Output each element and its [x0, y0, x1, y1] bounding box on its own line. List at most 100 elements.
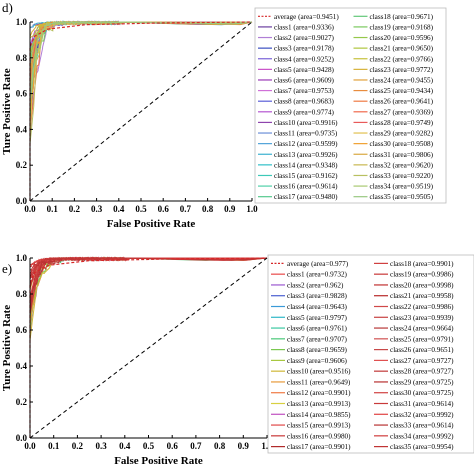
legend-label: class28 (area=0.9727) [390, 368, 454, 376]
y-tick-label: 0.6 [16, 89, 28, 99]
legend-entry-class30: class30 (area=0.9725) [374, 389, 454, 397]
legend-entry-class3: class3 (area=0.9828) [271, 292, 348, 300]
legend-entry-class19: class19 (area=0.9168) [353, 23, 434, 31]
legend-entry-class25: class25 (area=0.9791) [374, 335, 454, 343]
legend-label: class13 (area=0.9926) [274, 151, 338, 159]
x-tick-label: 0.8 [214, 441, 226, 451]
legend-label: class14 (area=0.9855) [287, 411, 351, 419]
legend-label: class27 (area=0.9727) [390, 357, 454, 365]
legend-label: class8 (area=0.9683) [274, 98, 335, 106]
legend-label: class24 (area=0.9664) [390, 325, 454, 333]
legend-entry-class29: class29 (area=0.9282) [353, 130, 434, 138]
legend-label: class5 (area=0.9797) [287, 314, 348, 322]
legend-label: class8 (area=0.9659) [287, 346, 348, 354]
legend-label: class2 (area=0.962) [287, 281, 344, 289]
legend-entry-class6: class6 (area=0.9761) [271, 325, 348, 333]
legend-entry-class8: class8 (area=0.9659) [271, 346, 348, 354]
legend-label: class31 (area=0.9806) [370, 151, 434, 159]
y-tick-label: 0.2 [16, 397, 28, 407]
legend-label: average (area=0.977) [287, 260, 349, 268]
chance-diagonal [29, 21, 253, 202]
legend-label: class18 (area=0.9671) [370, 13, 434, 21]
legend-entry-class5: class5 (area=0.9428) [258, 66, 335, 74]
legend-entry-class16: class16 (area=0.9614) [258, 183, 338, 191]
legend-label: class28 (area=0.9749) [370, 119, 434, 127]
legend-label: class27 (area=0.9369) [370, 108, 434, 116]
legend-label: class31 (area=0.9614) [390, 400, 454, 408]
legend-entry-class20: class20 (area=0.9998) [374, 281, 454, 289]
legend-entry-class10: class10 (area=0.9916) [258, 119, 338, 127]
legend-label: class34 (area=0.9519) [370, 183, 434, 191]
legend-entry-class33: class33 (area=0.9220) [353, 172, 434, 180]
legend-entry-class15: class15 (area=0.9162) [258, 172, 338, 180]
legend-entry-class26: class26 (area=0.9651) [374, 346, 454, 354]
y-tick-label: 0.8 [16, 289, 28, 299]
legend-entry-class12: class12 (area=0.9599) [258, 140, 338, 148]
legend-label: class22 (area=0.9766) [370, 55, 434, 63]
x-tick-label: 0.7 [180, 204, 192, 214]
legend-label: class30 (area=0.9508) [370, 140, 434, 148]
legend-label: class16 (area=0.9614) [274, 183, 338, 191]
y-tick-label: 1.0 [16, 17, 28, 27]
legend: average (area=0.9451) class1 (area=0.9336… [254, 7, 447, 204]
legend-label: class11 (area=0.9649) [287, 378, 351, 386]
legend-entry-class16: class16 (area=0.9980) [271, 432, 351, 440]
legend-label: class18 (area=0.9901) [390, 260, 454, 268]
roc-curves [29, 256, 268, 438]
x-tick-label: 1.0 [246, 204, 258, 214]
legend-entry-class35: class35 (area=0.9954) [374, 443, 454, 451]
legend-entry-class32: class32 (area=0.9620) [353, 161, 434, 169]
legend-entry-class26: class26 (area=0.9641) [353, 98, 434, 106]
legend-entry-class35: class35 (area=0.9505) [353, 193, 434, 201]
legend-label: class19 (area=0.9986) [390, 271, 454, 279]
roc-panel-e: e) 0.0 0.1 0.2 0.3 0.4 0.5 0.6 0.7 0.8 0.9 1.0 0.0 0.… [1, 253, 474, 467]
legend-label: class32 (area=0.9620) [370, 161, 434, 169]
x-tick-label: 0.3 [95, 441, 107, 451]
panel-label: d) [2, 0, 13, 15]
legend-entry-class17: class17 (area=0.9480) [258, 193, 338, 201]
legend-entry-class31: class31 (area=0.9614) [374, 400, 454, 408]
legend-label: class17 (area=0.9480) [274, 193, 338, 201]
legend-entry-class4: class4 (area=0.9643) [271, 303, 348, 311]
legend-label: class24 (area=0.9455) [370, 76, 434, 84]
legend-label: class17 (area=0.9901) [287, 443, 351, 451]
y-tick-label: 0.4 [16, 124, 28, 134]
legend-label: class35 (area=0.9505) [370, 193, 434, 201]
x-tick-label: 1.0 [261, 441, 273, 451]
legend-entry-class23: class23 (area=0.9772) [353, 66, 434, 74]
legend-label: class16 (area=0.9980) [287, 432, 351, 440]
legend-label: class11 (area=0.9735) [274, 130, 338, 138]
x-axis-title: False Positive Rate [114, 455, 203, 467]
legend-label: class21 (area=0.9958) [390, 292, 454, 300]
legend-entry-class5: class5 (area=0.9797) [271, 314, 348, 322]
x-tick-label: 0.1 [48, 441, 60, 451]
y-tick-label: 0.4 [16, 361, 28, 371]
legend-entry-class8: class8 (area=0.9683) [258, 98, 335, 106]
chance-diagonal [29, 257, 268, 439]
legend-label: class3 (area=0.9178) [274, 45, 335, 53]
x-tick-label: 0.2 [69, 204, 81, 214]
legend-entry-class34: class34 (area=0.9519) [353, 183, 434, 191]
legend-label: class35 (area=0.9954) [390, 443, 454, 451]
legend-label: class7 (area=0.9753) [274, 87, 335, 95]
y-tick-label: 1.0 [16, 253, 28, 263]
legend-label: class20 (area=0.9998) [390, 281, 454, 289]
x-tick-label: 0.8 [202, 204, 214, 214]
legend-label: class3 (area=0.9828) [287, 292, 348, 300]
legend-label: class33 (area=0.9220) [370, 172, 434, 180]
legend-entry-class1: class1 (area=0.9732) [271, 271, 348, 279]
y-tick-label: 0.6 [16, 325, 28, 335]
legend-box [267, 254, 474, 454]
legend-label: class34 (area=0.9992) [390, 432, 454, 440]
legend-entry-average: average (area=0.977) [271, 260, 349, 268]
legend-label: class21 (area=0.9650) [370, 45, 434, 53]
legend-entry-class7: class7 (area=0.9707) [271, 335, 348, 343]
legend-entry-class4: class4 (area=0.9252) [258, 55, 335, 63]
legend-label: class22 (area=0.9986) [390, 303, 454, 311]
legend-label: class32 (area=0.9992) [390, 411, 454, 419]
x-tick-label: 0.0 [24, 204, 36, 214]
legend-entry-class11: class11 (area=0.9649) [271, 378, 351, 386]
legend-entry-class9: class9 (area=0.9606) [271, 357, 348, 365]
legend-entry-class18: class18 (area=0.9671) [353, 13, 434, 21]
x-tick-label: 0.1 [47, 204, 59, 214]
